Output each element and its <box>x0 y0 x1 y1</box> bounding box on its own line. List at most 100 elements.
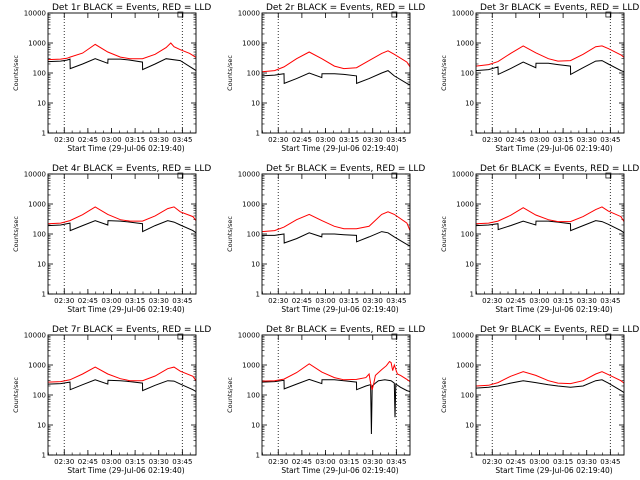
y-tick-label: 10000 <box>238 10 260 18</box>
x-tick-label: 02:30 <box>482 297 502 305</box>
x-tick-label: 03:15 <box>553 458 573 466</box>
lld-series-line <box>475 371 625 387</box>
panel-title: Det 6r BLACK = Events, RED = LLD <box>480 164 639 174</box>
x-axis-label: Start Time (29-Jul-06 02:19:40) <box>67 305 184 314</box>
lld-series-line <box>261 50 411 73</box>
x-tick-label: 02:45 <box>78 458 98 466</box>
x-axis-label: Start Time (29-Jul-06 02:19:40) <box>281 466 398 475</box>
y-tick-label: 100 <box>461 231 474 239</box>
x-tick-label: 03:15 <box>125 297 145 305</box>
x-tick-label: 02:30 <box>54 136 74 144</box>
x-tick-label: 03:30 <box>577 136 597 144</box>
y-tick-label: 1 <box>256 452 260 460</box>
x-tick-label: 03:00 <box>101 458 121 466</box>
y-tick-label: 1 <box>42 291 46 299</box>
y-tick-label: 10 <box>251 100 260 108</box>
lld-series-line <box>261 360 411 390</box>
x-axis-label: Start Time (29-Jul-06 02:19:40) <box>495 144 612 153</box>
events-series-line <box>47 379 197 393</box>
x-axis-label: Start Time (29-Jul-06 02:19:40) <box>67 466 184 475</box>
y-axis-label: Counts/sec <box>440 216 448 252</box>
y-tick-label: 1000 <box>28 362 46 370</box>
x-tick-label: 02:30 <box>54 458 74 466</box>
x-axis-label: Start Time (29-Jul-06 02:19:40) <box>495 305 612 314</box>
y-tick-label: 100 <box>33 70 46 78</box>
lld-series-line <box>261 211 411 233</box>
x-tick-label: 02:45 <box>78 297 98 305</box>
y-tick-label: 100 <box>33 231 46 239</box>
x-tick-label: 03:15 <box>339 136 359 144</box>
x-tick-label: 03:45 <box>600 297 620 305</box>
x-tick-label: 03:45 <box>386 297 406 305</box>
y-axis-label: Counts/sec <box>226 55 234 91</box>
x-tick-label: 02:30 <box>54 297 74 305</box>
events-series-line <box>47 58 197 72</box>
x-tick-label: 03:00 <box>315 136 335 144</box>
x-tick-label: 03:30 <box>363 458 383 466</box>
x-tick-label: 03:15 <box>553 297 573 305</box>
y-tick-label: 1 <box>470 452 474 460</box>
x-tick-label: 03:45 <box>172 458 192 466</box>
x-axis-label: Start Time (29-Jul-06 02:19:40) <box>281 144 398 153</box>
y-tick-label: 10 <box>37 261 46 269</box>
panel-title: Det 9r BLACK = Events, RED = LLD <box>480 325 639 335</box>
flag-marker <box>605 11 612 18</box>
panel-title: Det 2r BLACK = Events, RED = LLD <box>266 3 425 13</box>
y-tick-label: 1000 <box>28 40 46 48</box>
panel-title: Det 1r BLACK = Events, RED = LLD <box>52 3 211 13</box>
x-tick-label: 03:15 <box>339 458 359 466</box>
detector-panel-1: Det 1r BLACK = Events, RED = LLD Counts/s… <box>12 3 211 153</box>
flag-marker <box>391 172 398 179</box>
y-tick-label: 1 <box>42 130 46 138</box>
x-tick-label: 03:00 <box>529 458 549 466</box>
x-tick-label: 02:45 <box>292 458 312 466</box>
x-tick-label: 03:00 <box>101 136 121 144</box>
x-tick-label: 03:30 <box>363 297 383 305</box>
lld-series-line <box>475 206 625 225</box>
y-tick-label: 1000 <box>456 201 474 209</box>
flag-marker <box>391 11 398 18</box>
x-tick-label: 02:30 <box>482 136 502 144</box>
plot-frame <box>47 12 197 134</box>
detector-panel-5: Det 5r BLACK = Events, RED = LLD Counts/s… <box>226 164 425 314</box>
x-axis-label: Start Time (29-Jul-06 02:19:40) <box>281 305 398 314</box>
y-tick-label: 10 <box>251 422 260 430</box>
y-tick-label: 10 <box>37 100 46 108</box>
x-tick-label: 03:30 <box>577 458 597 466</box>
y-tick-label: 1 <box>470 291 474 299</box>
detector-panel-7: Det 7r BLACK = Events, RED = LLD Counts/s… <box>12 325 211 475</box>
panel-title: Det 5r BLACK = Events, RED = LLD <box>266 164 425 174</box>
lld-series-line <box>47 42 197 61</box>
events-series-line <box>475 379 625 394</box>
y-tick-label: 10000 <box>238 171 260 179</box>
plot-frame <box>475 173 625 295</box>
x-tick-label: 03:00 <box>315 458 335 466</box>
x-tick-label: 02:45 <box>506 458 526 466</box>
plot-frame <box>47 173 197 295</box>
flag-marker <box>391 333 398 340</box>
x-tick-label: 03:30 <box>577 297 597 305</box>
x-tick-label: 03:15 <box>125 136 145 144</box>
lld-series-line <box>47 366 197 383</box>
x-tick-label: 02:30 <box>268 458 288 466</box>
events-series-line <box>47 220 197 234</box>
panel-title: Det 7r BLACK = Events, RED = LLD <box>52 325 211 335</box>
y-tick-label: 100 <box>33 392 46 400</box>
x-tick-label: 03:45 <box>386 458 406 466</box>
x-tick-label: 03:00 <box>101 297 121 305</box>
y-tick-label: 10 <box>465 422 474 430</box>
x-tick-label: 03:30 <box>149 297 169 305</box>
x-tick-label: 02:45 <box>506 297 526 305</box>
lld-series-line <box>475 45 625 67</box>
y-tick-label: 100 <box>247 392 260 400</box>
panel-title: Det 8r BLACK = Events, RED = LLD <box>266 325 425 335</box>
x-tick-label: 02:30 <box>482 458 502 466</box>
y-tick-label: 10 <box>465 261 474 269</box>
y-tick-label: 1000 <box>456 40 474 48</box>
x-axis-label: Start Time (29-Jul-06 02:19:40) <box>495 466 612 475</box>
plot-frame <box>47 334 197 456</box>
y-tick-label: 100 <box>247 70 260 78</box>
y-axis-label: Counts/sec <box>440 55 448 91</box>
y-tick-label: 1000 <box>242 362 260 370</box>
